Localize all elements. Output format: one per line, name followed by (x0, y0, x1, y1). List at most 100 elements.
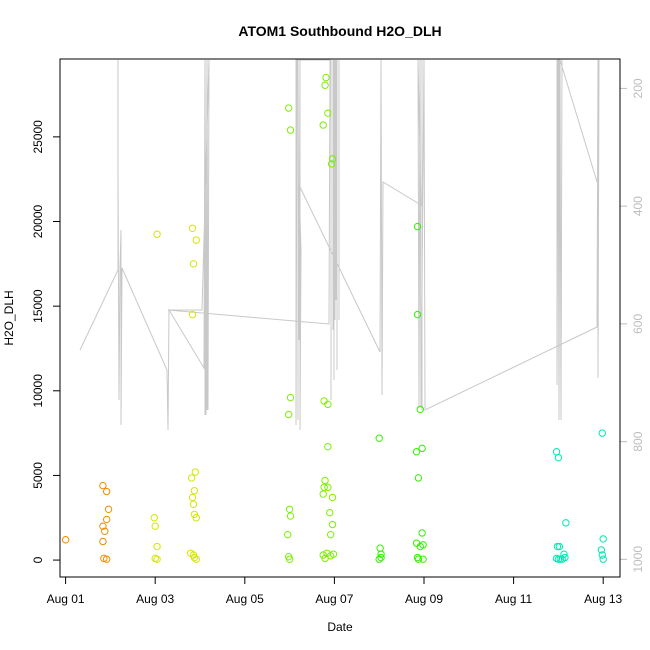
data-point (324, 442, 332, 451)
data-point (189, 260, 198, 268)
data-point (99, 537, 107, 546)
plot-frame (59, 58, 621, 578)
data-point (102, 487, 111, 496)
data-point (554, 555, 563, 563)
data-point (560, 550, 568, 558)
data-point (562, 519, 570, 527)
data-point (375, 434, 383, 442)
data-point (419, 555, 427, 563)
data-point (598, 551, 606, 559)
data-point (419, 541, 427, 549)
data-point (597, 546, 606, 554)
data-point (412, 539, 421, 547)
data-point (326, 508, 334, 517)
y-tick-label: 0 (31, 556, 45, 563)
data-point (324, 483, 332, 491)
y-axis-label: H2O_DLH (2, 290, 16, 345)
data-point (286, 126, 295, 134)
x-axis-label: Date (327, 620, 353, 634)
data-point (192, 514, 200, 522)
data-point (552, 448, 561, 456)
data-point (188, 310, 197, 319)
x-tick-label: Aug 07 (315, 592, 353, 606)
data-point (321, 476, 329, 485)
data-point (324, 109, 332, 117)
data-point (326, 530, 335, 539)
data-point (320, 483, 328, 491)
data-point (102, 555, 111, 563)
data-point (190, 486, 199, 495)
data-point (327, 160, 336, 168)
data-point (285, 555, 294, 563)
data-point (328, 493, 337, 502)
chart-title: ATOM1 Southbound H2O_DLH (238, 23, 441, 39)
data-point (414, 555, 423, 563)
data-point (418, 444, 426, 453)
data-point (324, 400, 332, 409)
data-point (189, 500, 198, 508)
right-axis: 200 400 600 800 1000 (619, 78, 645, 573)
data-point (151, 522, 159, 530)
y-tick-label: 15000 (31, 289, 45, 323)
data-point (284, 410, 293, 419)
data-points (61, 73, 607, 563)
data-point (322, 73, 330, 82)
data-point (192, 555, 200, 563)
data-point (416, 405, 424, 414)
data-point (192, 236, 200, 244)
data-point (285, 505, 294, 513)
y-tick-label: 5000 (31, 462, 45, 489)
x-tick-label: Aug 11 (495, 592, 532, 606)
data-point (377, 550, 385, 558)
data-point (187, 474, 196, 482)
data-point (319, 121, 327, 129)
data-point (99, 481, 107, 490)
data-point (555, 542, 564, 551)
data-point (328, 520, 337, 529)
data-point (61, 536, 70, 544)
data-point (104, 505, 113, 513)
x-tick-label: Aug 03 (136, 592, 174, 606)
data-point (376, 544, 384, 552)
x-tick-label: Aug 09 (405, 592, 443, 606)
data-point (153, 230, 161, 238)
data-point (286, 512, 295, 520)
data-point (413, 222, 422, 231)
data-point (413, 310, 422, 319)
data-point (284, 104, 293, 112)
data-point (375, 555, 383, 563)
data-point (553, 542, 562, 551)
data-point (321, 81, 329, 89)
y-axis: 0 5000 10000 15000 20000 25000 (31, 120, 61, 563)
data-point (150, 514, 158, 522)
right-tick-label: 400 (631, 196, 645, 216)
right-tick-label: 200 (631, 78, 645, 98)
data-point (377, 553, 385, 562)
data-point (102, 515, 111, 524)
data-point (320, 397, 328, 405)
right-tick-label: 600 (631, 314, 645, 334)
data-point (191, 468, 200, 476)
right-tick-label: 1000 (631, 546, 645, 573)
data-point (190, 553, 199, 562)
x-axis: Aug 01 Aug 03 Aug 05 Aug 07 Aug 09 Aug 11 Aug … (47, 576, 623, 606)
data-point (599, 555, 607, 563)
data-point (418, 529, 426, 537)
right-tick-label: 800 (631, 431, 645, 451)
data-point (556, 555, 564, 563)
data-point (558, 555, 566, 563)
data-point (286, 393, 295, 402)
data-point (412, 448, 421, 456)
data-point (188, 493, 197, 502)
data-point (188, 224, 197, 232)
profile-trace (79, 59, 600, 431)
y-tick-label: 20000 (31, 205, 45, 239)
x-tick-label: Aug 05 (226, 592, 264, 606)
data-point (319, 490, 327, 498)
data-point (329, 550, 338, 558)
data-point (599, 535, 607, 543)
y-tick-label: 10000 (31, 374, 45, 408)
data-point (99, 522, 107, 530)
x-tick-label: Aug 13 (584, 592, 622, 606)
